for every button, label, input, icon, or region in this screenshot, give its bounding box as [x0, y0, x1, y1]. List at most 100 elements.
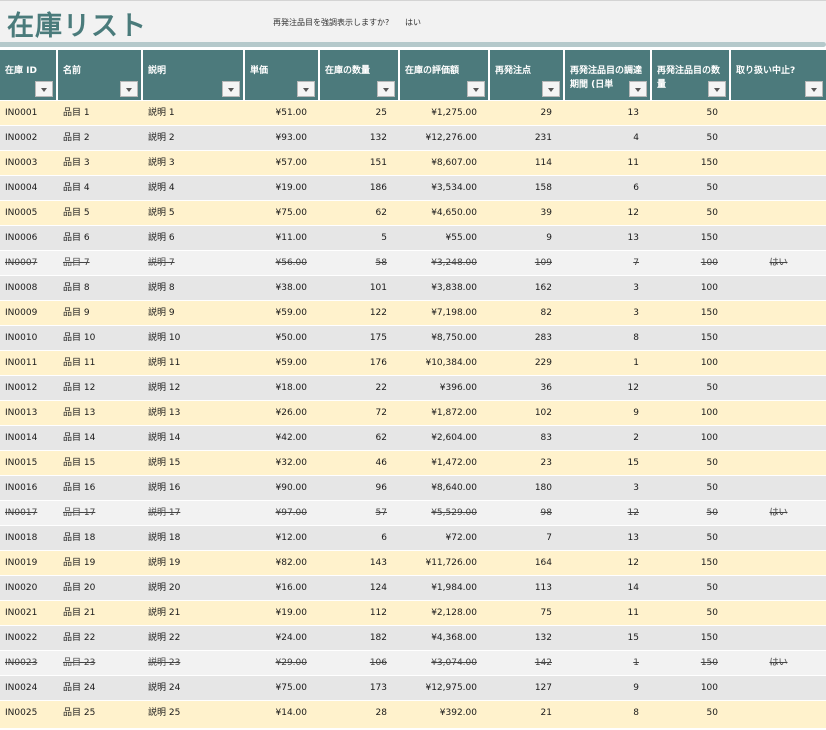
cell-desc[interactable]: 説明 13 — [148, 408, 181, 418]
cell-qty[interactable]: 186 — [369, 183, 387, 193]
cell-disc[interactable] — [731, 201, 826, 225]
cell-id[interactable]: IN0015 — [5, 458, 38, 468]
cell-desc[interactable]: 説明 10 — [148, 333, 181, 343]
cell-disc[interactable] — [731, 301, 826, 325]
cell-reorder[interactable]: 82 — [540, 308, 552, 318]
cell-disc[interactable] — [731, 701, 826, 725]
cell-reorder[interactable]: 7 — [546, 533, 552, 543]
cell-value[interactable]: ¥4,650.00 — [431, 208, 477, 218]
cell-reorder_qty[interactable]: 50 — [706, 133, 718, 143]
cell-name[interactable]: 品目 25 — [63, 708, 96, 718]
cell-disc[interactable] — [731, 101, 826, 125]
cell-reorder_qty[interactable]: 50 — [706, 508, 718, 518]
cell-desc[interactable]: 説明 4 — [148, 183, 175, 193]
cell-id[interactable]: IN0012 — [5, 383, 38, 393]
cell-id[interactable]: IN0017 — [5, 508, 38, 518]
cell-reorder_qty[interactable]: 150 — [700, 558, 718, 568]
cell-qty[interactable]: 28 — [375, 708, 387, 718]
cell-price[interactable]: ¥50.00 — [275, 333, 308, 343]
cell-value[interactable]: ¥396.00 — [439, 383, 477, 393]
cell-disc[interactable] — [731, 176, 826, 200]
cell-days[interactable]: 6 — [633, 183, 639, 193]
cell-desc[interactable]: 説明 3 — [148, 158, 175, 168]
cell-reorder[interactable]: 98 — [540, 508, 552, 518]
cell-price[interactable]: ¥59.00 — [275, 358, 308, 368]
cell-reorder[interactable]: 231 — [534, 133, 552, 143]
cell-desc[interactable]: 説明 11 — [148, 358, 181, 368]
cell-id[interactable]: IN0013 — [5, 408, 38, 418]
cell-qty[interactable]: 132 — [369, 133, 387, 143]
cell-disc[interactable] — [731, 276, 826, 300]
cell-value[interactable]: ¥3,534.00 — [431, 183, 477, 193]
cell-days[interactable]: 15 — [627, 633, 639, 643]
cell-reorder_qty[interactable]: 50 — [706, 533, 718, 543]
cell-reorder_qty[interactable]: 50 — [706, 208, 718, 218]
cell-qty[interactable]: 62 — [375, 433, 387, 443]
cell-days[interactable]: 12 — [627, 208, 639, 218]
cell-desc[interactable]: 説明 18 — [148, 533, 181, 543]
cell-desc[interactable]: 説明 20 — [148, 583, 181, 593]
cell-reorder_qty[interactable]: 150 — [700, 633, 718, 643]
cell-price[interactable]: ¥38.00 — [275, 283, 308, 293]
cell-id[interactable]: IN0009 — [5, 308, 38, 318]
cell-days[interactable]: 8 — [633, 333, 639, 343]
cell-days[interactable]: 12 — [627, 383, 639, 393]
cell-reorder[interactable]: 39 — [540, 208, 552, 218]
cell-price[interactable]: ¥59.00 — [275, 308, 308, 318]
chevron-down-icon[interactable] — [120, 81, 138, 97]
cell-reorder_qty[interactable]: 50 — [706, 608, 718, 618]
cell-price[interactable]: ¥19.00 — [275, 608, 308, 618]
cell-desc[interactable]: 説明 9 — [148, 308, 175, 318]
cell-id[interactable]: IN0010 — [5, 333, 38, 343]
cell-reorder_qty[interactable]: 50 — [706, 383, 718, 393]
cell-reorder[interactable]: 162 — [534, 283, 552, 293]
cell-disc[interactable] — [731, 351, 826, 375]
cell-reorder[interactable]: 23 — [540, 458, 552, 468]
cell-desc[interactable]: 説明 8 — [148, 283, 175, 293]
cell-disc[interactable]: はい — [769, 508, 788, 518]
cell-disc[interactable] — [731, 576, 826, 600]
cell-name[interactable]: 品目 9 — [63, 308, 90, 318]
chevron-down-icon[interactable] — [297, 81, 315, 97]
cell-name[interactable]: 品目 3 — [63, 158, 90, 168]
cell-price[interactable]: ¥24.00 — [275, 633, 308, 643]
cell-name[interactable]: 品目 19 — [63, 558, 96, 568]
cell-desc[interactable]: 説明 16 — [148, 483, 181, 493]
cell-qty[interactable]: 57 — [375, 508, 387, 518]
cell-desc[interactable]: 説明 2 — [148, 133, 175, 143]
cell-reorder_qty[interactable]: 50 — [706, 483, 718, 493]
cell-reorder[interactable]: 158 — [534, 183, 552, 193]
chevron-down-icon[interactable] — [377, 81, 395, 97]
cell-reorder_qty[interactable]: 100 — [700, 683, 718, 693]
cell-value[interactable]: ¥55.00 — [445, 233, 478, 243]
cell-name[interactable]: 品目 23 — [63, 658, 96, 668]
cell-disc[interactable] — [731, 226, 826, 250]
cell-price[interactable]: ¥75.00 — [275, 683, 308, 693]
cell-days[interactable]: 11 — [627, 158, 639, 168]
cell-disc[interactable] — [731, 126, 826, 150]
cell-name[interactable]: 品目 16 — [63, 483, 96, 493]
cell-disc[interactable] — [731, 526, 826, 550]
cell-reorder_qty[interactable]: 150 — [700, 333, 718, 343]
cell-disc[interactable]: はい — [769, 258, 788, 268]
cell-days[interactable]: 11 — [627, 608, 639, 618]
cell-reorder[interactable]: 36 — [540, 383, 552, 393]
cell-days[interactable]: 4 — [633, 133, 639, 143]
cell-disc[interactable] — [731, 626, 826, 650]
cell-desc[interactable]: 説明 21 — [148, 608, 181, 618]
cell-qty[interactable]: 6 — [381, 533, 387, 543]
cell-days[interactable]: 14 — [627, 583, 639, 593]
cell-value[interactable]: ¥1,472.00 — [431, 458, 477, 468]
cell-name[interactable]: 品目 17 — [63, 508, 96, 518]
chevron-down-icon[interactable] — [542, 81, 560, 97]
cell-reorder[interactable]: 75 — [540, 608, 552, 618]
cell-price[interactable]: ¥32.00 — [275, 458, 308, 468]
cell-reorder_qty[interactable]: 150 — [700, 308, 718, 318]
cell-qty[interactable]: 182 — [369, 633, 387, 643]
cell-qty[interactable]: 96 — [375, 483, 387, 493]
cell-disc[interactable] — [731, 451, 826, 475]
cell-value[interactable]: ¥8,640.00 — [431, 483, 477, 493]
cell-id[interactable]: IN0021 — [5, 608, 38, 618]
cell-qty[interactable]: 173 — [369, 683, 387, 693]
cell-reorder[interactable]: 113 — [534, 583, 552, 593]
